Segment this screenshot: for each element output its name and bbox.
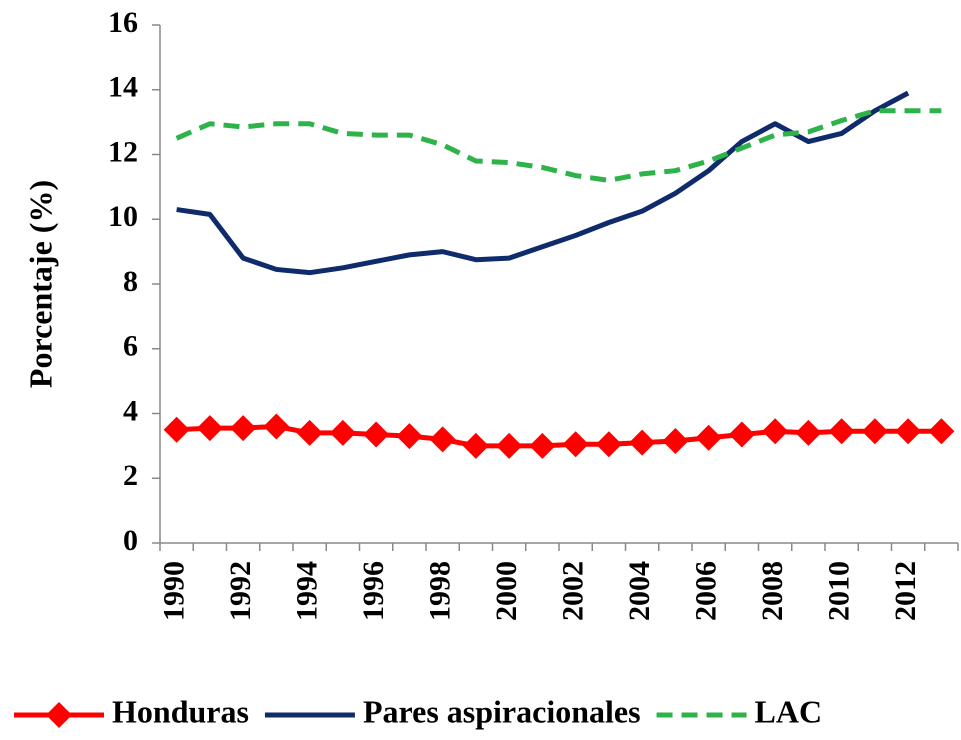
data-point [895, 418, 922, 445]
data-point [795, 419, 822, 446]
y-tick-label: 2 [123, 459, 138, 492]
y-tick-label: 10 [108, 200, 138, 233]
x-tick-label: 1992 [224, 561, 257, 621]
data-point [196, 415, 223, 442]
x-tick-label: 2006 [690, 561, 723, 621]
data-point [562, 431, 589, 458]
y-axis-label: Porcentaje (%) [22, 180, 58, 388]
series-line [176, 423, 942, 449]
data-point [329, 419, 356, 446]
data-point [496, 432, 523, 459]
series-line [175, 108, 942, 183]
y-tick-label: 4 [123, 394, 138, 427]
data-point [695, 424, 722, 451]
data-point [263, 413, 290, 440]
legend-label: LAC [755, 693, 823, 729]
x-tick-label: 2004 [623, 561, 656, 621]
legend-label: Pares aspiracionales [363, 693, 641, 729]
x-tick-label: 2002 [557, 561, 590, 621]
data-point [595, 431, 622, 458]
x-tick-label: 2000 [490, 561, 523, 621]
series-line [176, 90, 910, 276]
x-tick-label: 2008 [756, 561, 789, 621]
legend-marker [46, 702, 72, 728]
data-point [762, 418, 789, 445]
x-tick-label: 1996 [357, 561, 390, 621]
data-point [163, 416, 190, 443]
y-tick-label: 16 [108, 6, 138, 39]
data-point [296, 419, 323, 446]
y-tick-label: 6 [123, 330, 138, 363]
legend-label: Honduras [112, 693, 249, 729]
x-tick-label: 2012 [889, 561, 922, 621]
x-tick-label: 1994 [291, 561, 324, 621]
data-point [529, 432, 556, 459]
data-point [462, 432, 489, 459]
x-tick-label: 2010 [823, 561, 856, 621]
data-point [363, 421, 390, 448]
x-tick-label: 1990 [158, 561, 191, 621]
y-tick-label: 0 [123, 524, 138, 557]
data-point [629, 429, 656, 456]
data-point [928, 418, 955, 445]
x-tick-label: 1998 [424, 561, 457, 621]
y-tick-label: 14 [108, 71, 138, 104]
data-point [861, 418, 888, 445]
data-point [662, 428, 689, 455]
data-point [396, 423, 423, 450]
y-tick-label: 12 [108, 135, 138, 168]
data-point [728, 421, 755, 448]
data-point [828, 418, 855, 445]
data-point [429, 426, 456, 453]
data-point [230, 415, 257, 442]
y-tick-label: 8 [123, 265, 138, 298]
